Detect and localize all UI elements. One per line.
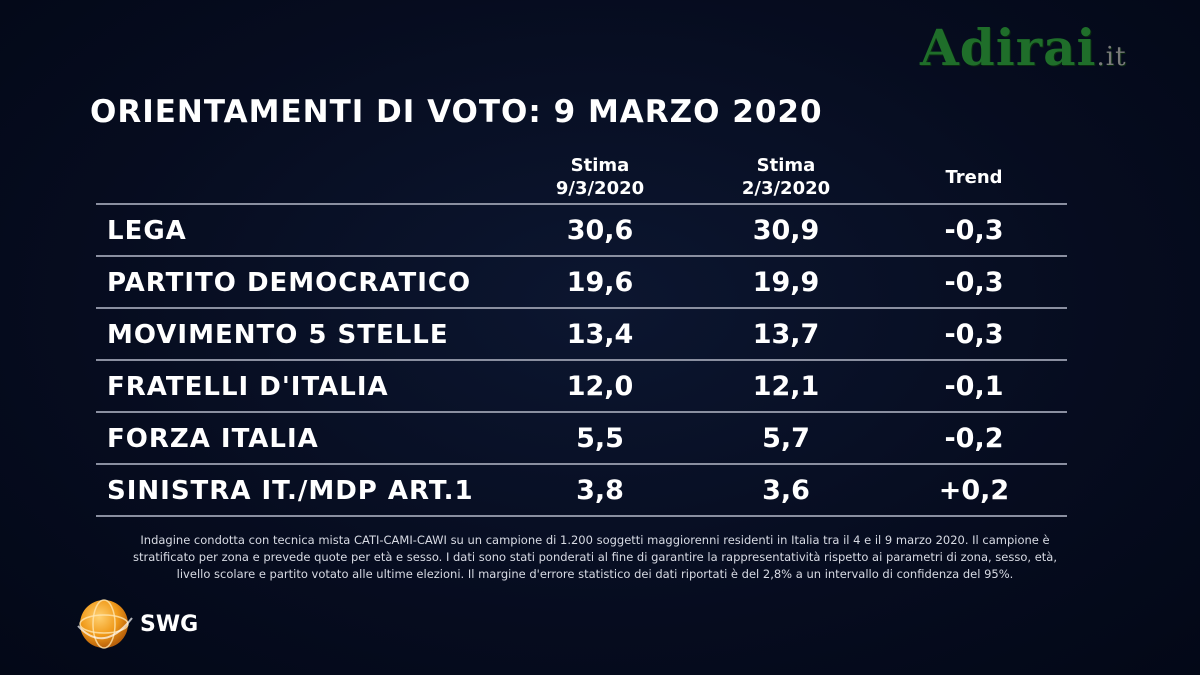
- estimate-current: 30,6: [566, 215, 634, 246]
- poll-table: LEGA 30,6 30,9 -0,3 PARTITO DEMOCRATICO …: [96, 203, 1067, 517]
- table-row: FRATELLI D'ITALIA 12,0 12,1 -0,1: [96, 359, 1067, 411]
- watermark-logo: Adirai.it: [920, 18, 1127, 77]
- column-header-date: 2/3/2020: [741, 178, 831, 199]
- watermark-tld: .it: [1096, 42, 1127, 72]
- methodology-line: Indagine condotta con tecnica mista CATI…: [140, 533, 1050, 547]
- column-header-label: Stima: [570, 155, 630, 176]
- estimate-previous: 5,7: [762, 423, 810, 454]
- swg-globe-icon: [77, 599, 133, 649]
- party-name: MOVIMENTO 5 STELLE: [107, 320, 449, 350]
- watermark-name: Adirai: [920, 18, 1097, 77]
- swg-logo-text: SWG: [140, 612, 199, 637]
- estimate-current: 19,6: [566, 267, 634, 298]
- party-name: LEGA: [107, 216, 187, 246]
- column-header-date: 9/3/2020: [555, 178, 645, 199]
- estimate-current: 5,5: [576, 423, 624, 454]
- column-header-label: Trend: [945, 167, 1003, 188]
- estimate-previous: 30,9: [752, 215, 820, 246]
- column-header-label: Stima: [756, 155, 816, 176]
- party-name: FRATELLI D'ITALIA: [107, 372, 389, 402]
- trend-value: -0,3: [944, 319, 1004, 350]
- table-row: SINISTRA IT./MDP ART.1 3,8 3,6 +0,2: [96, 463, 1067, 517]
- methodology-line: stratificato per zona e prevede quote pe…: [133, 550, 1057, 564]
- trend-value: -0,3: [944, 215, 1004, 246]
- party-name: FORZA ITALIA: [107, 424, 319, 454]
- estimate-current: 3,8: [576, 475, 624, 506]
- table-row: MOVIMENTO 5 STELLE 13,4 13,7 -0,3: [96, 307, 1067, 359]
- estimate-current: 13,4: [566, 319, 634, 350]
- estimate-previous: 19,9: [752, 267, 820, 298]
- column-header-estimate-current: Stima 9/3/2020: [530, 154, 670, 200]
- estimate-previous: 12,1: [752, 371, 820, 402]
- trend-value: -0,2: [944, 423, 1004, 454]
- table-row: FORZA ITALIA 5,5 5,7 -0,2: [96, 411, 1067, 463]
- trend-value: -0,1: [944, 371, 1004, 402]
- trend-value: +0,2: [938, 475, 1010, 506]
- column-header-trend: Trend: [904, 166, 1044, 189]
- party-name: SINISTRA IT./MDP ART.1: [107, 476, 474, 506]
- party-name: PARTITO DEMOCRATICO: [107, 268, 472, 298]
- methodology-line: livello scolare e partito votato alle ul…: [176, 567, 1014, 581]
- estimate-current: 12,0: [566, 371, 634, 402]
- trend-value: -0,3: [944, 267, 1004, 298]
- column-header-estimate-previous: Stima 2/3/2020: [716, 154, 856, 200]
- estimate-previous: 13,7: [752, 319, 820, 350]
- table-row: LEGA 30,6 30,9 -0,3: [96, 203, 1067, 255]
- estimate-previous: 3,6: [762, 475, 810, 506]
- page-title: ORIENTAMENTI DI VOTO: 9 MARZO 2020: [90, 94, 823, 130]
- table-row: PARTITO DEMOCRATICO 19,6 19,9 -0,3: [96, 255, 1067, 307]
- methodology-note: Indagine condotta con tecnica mista CATI…: [100, 532, 1090, 583]
